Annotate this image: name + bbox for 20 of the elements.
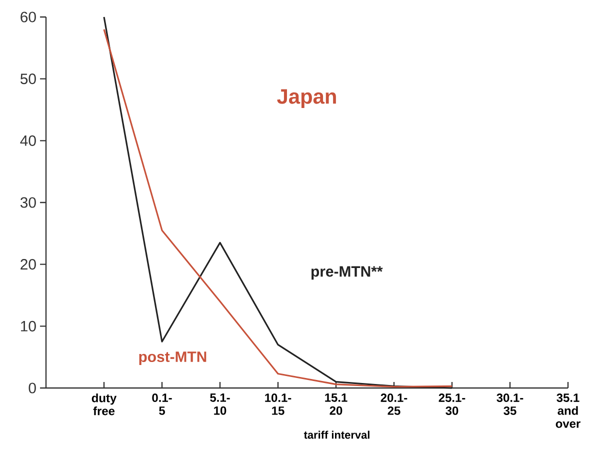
y-tick-label: 40 [20,135,36,146]
x-tick-label: 20.1- 25 [380,394,408,415]
x-tick-label: duty free [92,394,117,416]
y-tick-label: 30 [20,197,36,208]
x-tick-label: 35.1 and over [556,394,580,428]
x-tick-label: 5.1- 10 [210,394,230,415]
y-tick-label: 60 [20,12,36,22]
text: pre-MTN** [312,266,383,280]
x-axis-title: tariff interval [304,430,370,439]
y-tick-label: 0 [28,382,36,394]
x-tick-label: 25.1- 30 [438,394,466,415]
y-tick-label: 50 [20,74,36,84]
y-tick-label: 10 [21,320,36,332]
y-tick-label: 20 [20,259,36,270]
text: Japan [277,89,336,108]
x-tick-label: 0.1- 5 [152,394,172,415]
x-tick-label: 15.1 20 [325,394,348,415]
x-tick-label: 10.1- 15 [265,394,292,415]
text: post-MTN [139,352,206,366]
x-tick-label: 30.1- 35 [496,394,524,415]
